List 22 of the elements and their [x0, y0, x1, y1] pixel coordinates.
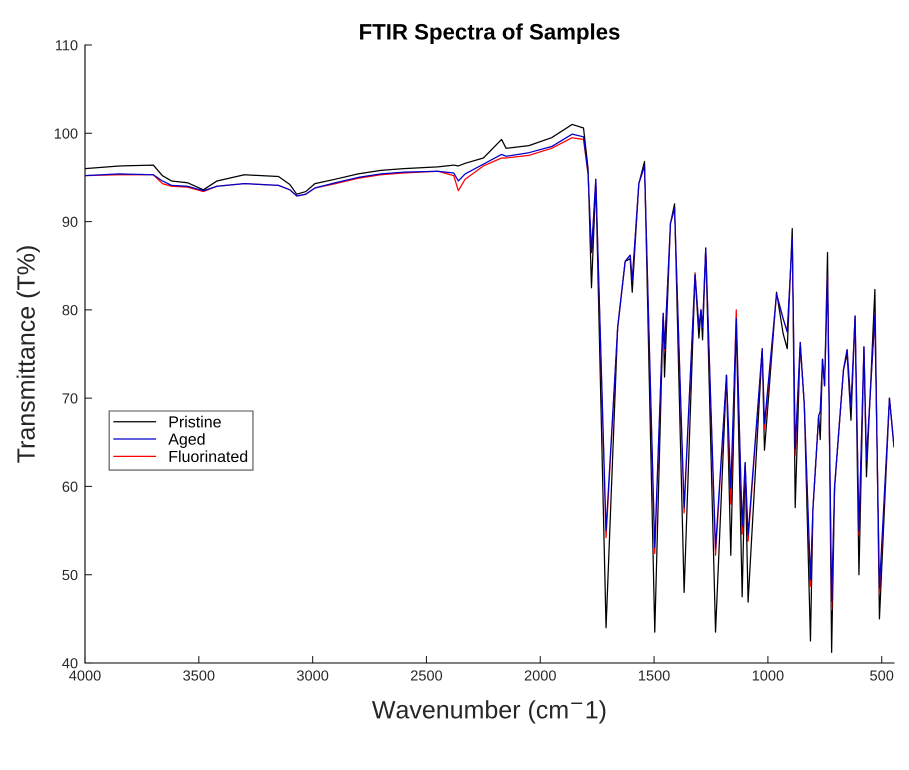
y-tick-label: 90 — [62, 216, 78, 227]
y-tick-label: 100 — [54, 128, 78, 139]
legend-label: Pristine — [170, 416, 221, 428]
chart-title: FTIR Spectra of Samples — [360, 23, 620, 44]
y-axis-title: Transmittance (T%) — [16, 246, 40, 463]
legend-label: Fluorinated — [170, 450, 248, 462]
x-tick-label: 500 — [870, 670, 894, 681]
y-tick-label: 110 — [56, 40, 78, 50]
y-tick-label: 40 — [62, 658, 78, 668]
y-tick-label: 50 — [62, 570, 78, 580]
legend-label: Aged — [168, 433, 205, 448]
x-tick-label: 2000 — [524, 670, 556, 681]
x-tick-label: 4000 — [69, 670, 101, 681]
y-tick-label: 80 — [62, 304, 78, 316]
x-tick-label: 2500 — [410, 670, 442, 681]
y-tick-label: 70 — [62, 393, 78, 404]
x-tick-label: 1500 — [638, 670, 670, 681]
x-tick-label: 1000 — [752, 670, 784, 681]
x-axis-title: Wavenumber (cm$^{−}$1) — [372, 700, 606, 724]
x-tick-label: 3500 — [183, 670, 214, 681]
y-tick-label: 60 — [62, 482, 78, 492]
x-tick-label: 3000 — [296, 670, 328, 681]
